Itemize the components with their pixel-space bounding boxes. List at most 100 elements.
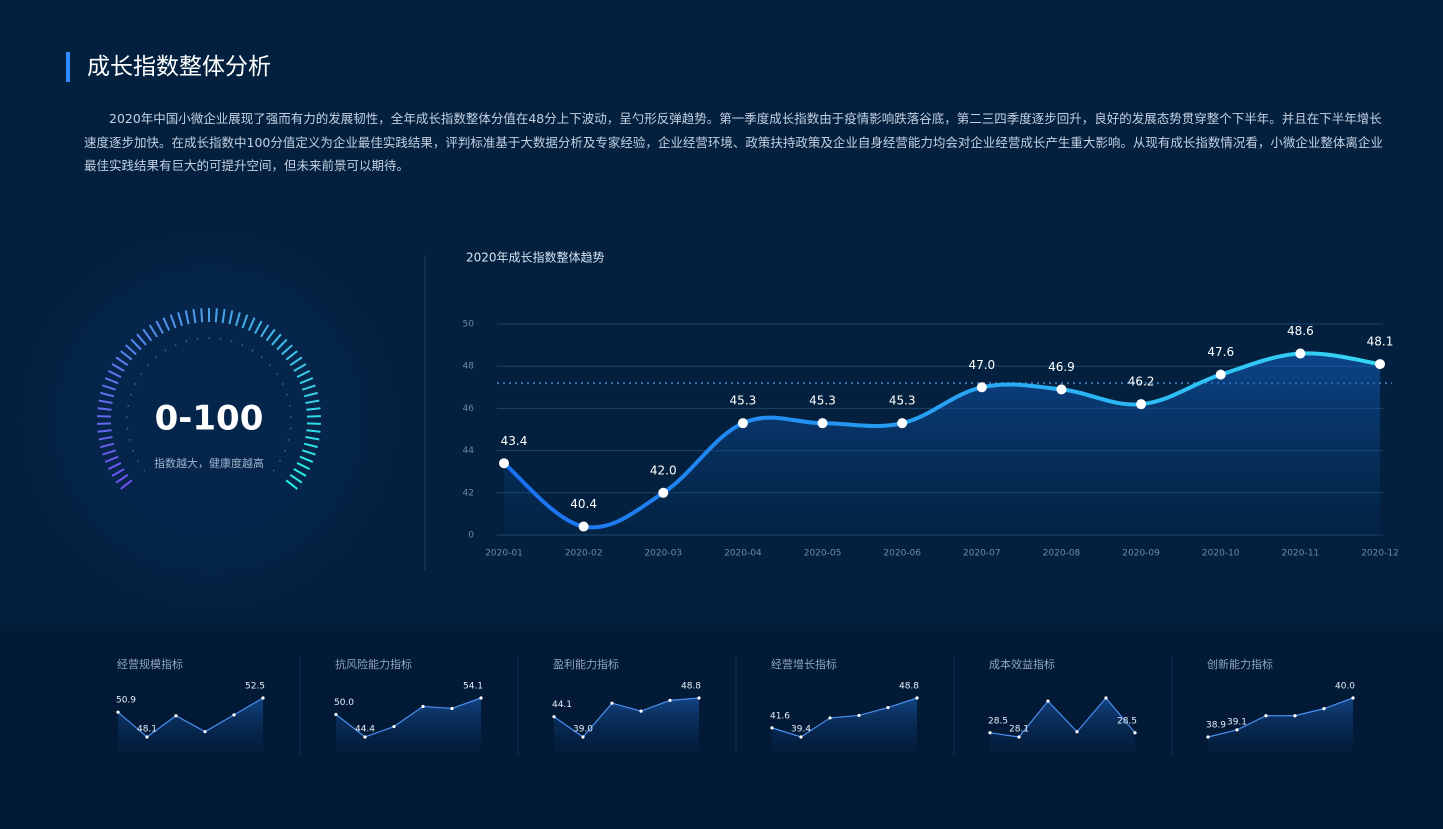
sparkline-point (203, 730, 207, 734)
gauge-tick (235, 312, 241, 327)
data-label: 46.9 (1048, 360, 1075, 374)
gauge-tick (130, 338, 142, 351)
sparkline-point (857, 713, 861, 718)
x-tick-label: 2020-09 (1122, 549, 1160, 559)
gauge-tick (285, 479, 298, 490)
point (1215, 369, 1226, 380)
sparkline-point (1264, 714, 1268, 718)
gauge-dot (272, 469, 275, 472)
data-label: 50.9 (116, 696, 136, 706)
sparkline-point (1075, 730, 1079, 734)
gauge-tick (104, 377, 119, 385)
point (737, 418, 748, 429)
gauge-dot (134, 383, 137, 385)
gauge-tick (98, 399, 113, 404)
gauge-tick (301, 384, 316, 391)
gauge-tick (115, 473, 129, 484)
gauge-tick (301, 449, 316, 456)
gauge-dot (185, 340, 188, 343)
gauge-tick (299, 455, 314, 463)
sparkline-point (552, 715, 556, 719)
gauge-tick (104, 455, 119, 463)
sparkline-point (828, 716, 832, 720)
gauge-tick (155, 320, 164, 334)
x-tick-label: 2020-12 (1361, 549, 1399, 559)
data-label: 45.3 (889, 394, 916, 408)
x-tick-label: 2020-05 (804, 549, 842, 559)
gauge-dot (137, 460, 139, 462)
gauge-tick (241, 314, 249, 329)
point (578, 521, 589, 532)
point (1056, 384, 1067, 395)
gauge-dot (286, 393, 288, 396)
gauge-tick (120, 479, 133, 490)
sparkline-point (697, 696, 701, 700)
gauge-dot (155, 356, 158, 359)
sparkline-point (1322, 707, 1326, 711)
gauge-tick (306, 429, 321, 433)
point (817, 418, 828, 429)
sparkline-point (1351, 696, 1355, 700)
x-tick-label: 2020-03 (644, 549, 682, 559)
data-label: 48.8 (681, 682, 701, 692)
point (499, 458, 509, 469)
data-label: 52.5 (245, 682, 265, 692)
sparkline-point (363, 735, 367, 739)
sparkline-point (1104, 696, 1108, 700)
gauge-tick (111, 468, 125, 477)
gauge-range: 0-100 (155, 399, 264, 439)
point (897, 418, 908, 429)
gauge-dot (130, 393, 132, 396)
data-label: 47.6 (1207, 345, 1234, 359)
sparkline-title: 经营规模指标 (117, 657, 183, 671)
x-tick-label: 2020-02 (565, 549, 603, 559)
sparkline-point (450, 706, 454, 711)
data-label: 45.3 (730, 394, 757, 408)
x-tick-label: 2020-10 (1202, 549, 1240, 559)
intro-paragraph: 2020年中国小微企业展现了强而有力的发展韧性，全年成长指数整体分值在48分上下… (84, 111, 1383, 173)
data-label: 42.0 (650, 463, 677, 477)
sparkline-area (772, 698, 917, 753)
gauge-dot (143, 469, 146, 472)
data-label: 28.5 (1117, 716, 1137, 726)
data-label: 48.1 (137, 725, 157, 735)
gauge-tick (254, 320, 263, 334)
gauge-tick (303, 442, 318, 449)
data-label: 48.1 (1367, 335, 1394, 349)
gauge-dot (219, 337, 222, 340)
gauge-caption: 指数越大，健康度越高 (154, 456, 264, 470)
gauge-tick (162, 317, 171, 331)
sparkline-title: 创新能力指标 (1207, 657, 1273, 671)
sparkline-point (174, 714, 178, 718)
gauge-dot (128, 438, 131, 441)
gauge-dot (290, 416, 292, 419)
gauge-dot (260, 356, 263, 359)
gauge-tick (293, 468, 307, 477)
gauge-dot (132, 449, 134, 452)
sparkline-title: 成本效益指标 (989, 657, 1055, 671)
point (976, 382, 987, 393)
gauge-tick (305, 436, 320, 441)
gauge-tick (306, 407, 321, 411)
x-tick-label: 2020-06 (883, 549, 921, 559)
sparkline-point (770, 726, 774, 730)
gauge-tick (120, 350, 133, 361)
data-label: 44.1 (552, 700, 572, 710)
sparkline-point (1133, 731, 1137, 735)
gauge-tick (221, 308, 226, 324)
data-label: 46.2 (1128, 375, 1155, 389)
data-label: 44.4 (355, 725, 375, 735)
point (658, 487, 669, 498)
gauge-tick (107, 370, 122, 378)
y-tick-label: 46 (463, 404, 475, 414)
gauge-tick (303, 391, 318, 398)
sparkline (1207, 697, 1354, 738)
gauge-dot (147, 364, 149, 367)
gauge-dot (174, 344, 177, 346)
gauge-tick (107, 462, 122, 470)
data-label: 47.0 (968, 358, 995, 372)
gauge-tick (102, 449, 117, 456)
x-tick-label: 2020-11 (1282, 549, 1320, 559)
gauge-dot (126, 416, 128, 419)
data-label: 50.0 (334, 698, 354, 708)
